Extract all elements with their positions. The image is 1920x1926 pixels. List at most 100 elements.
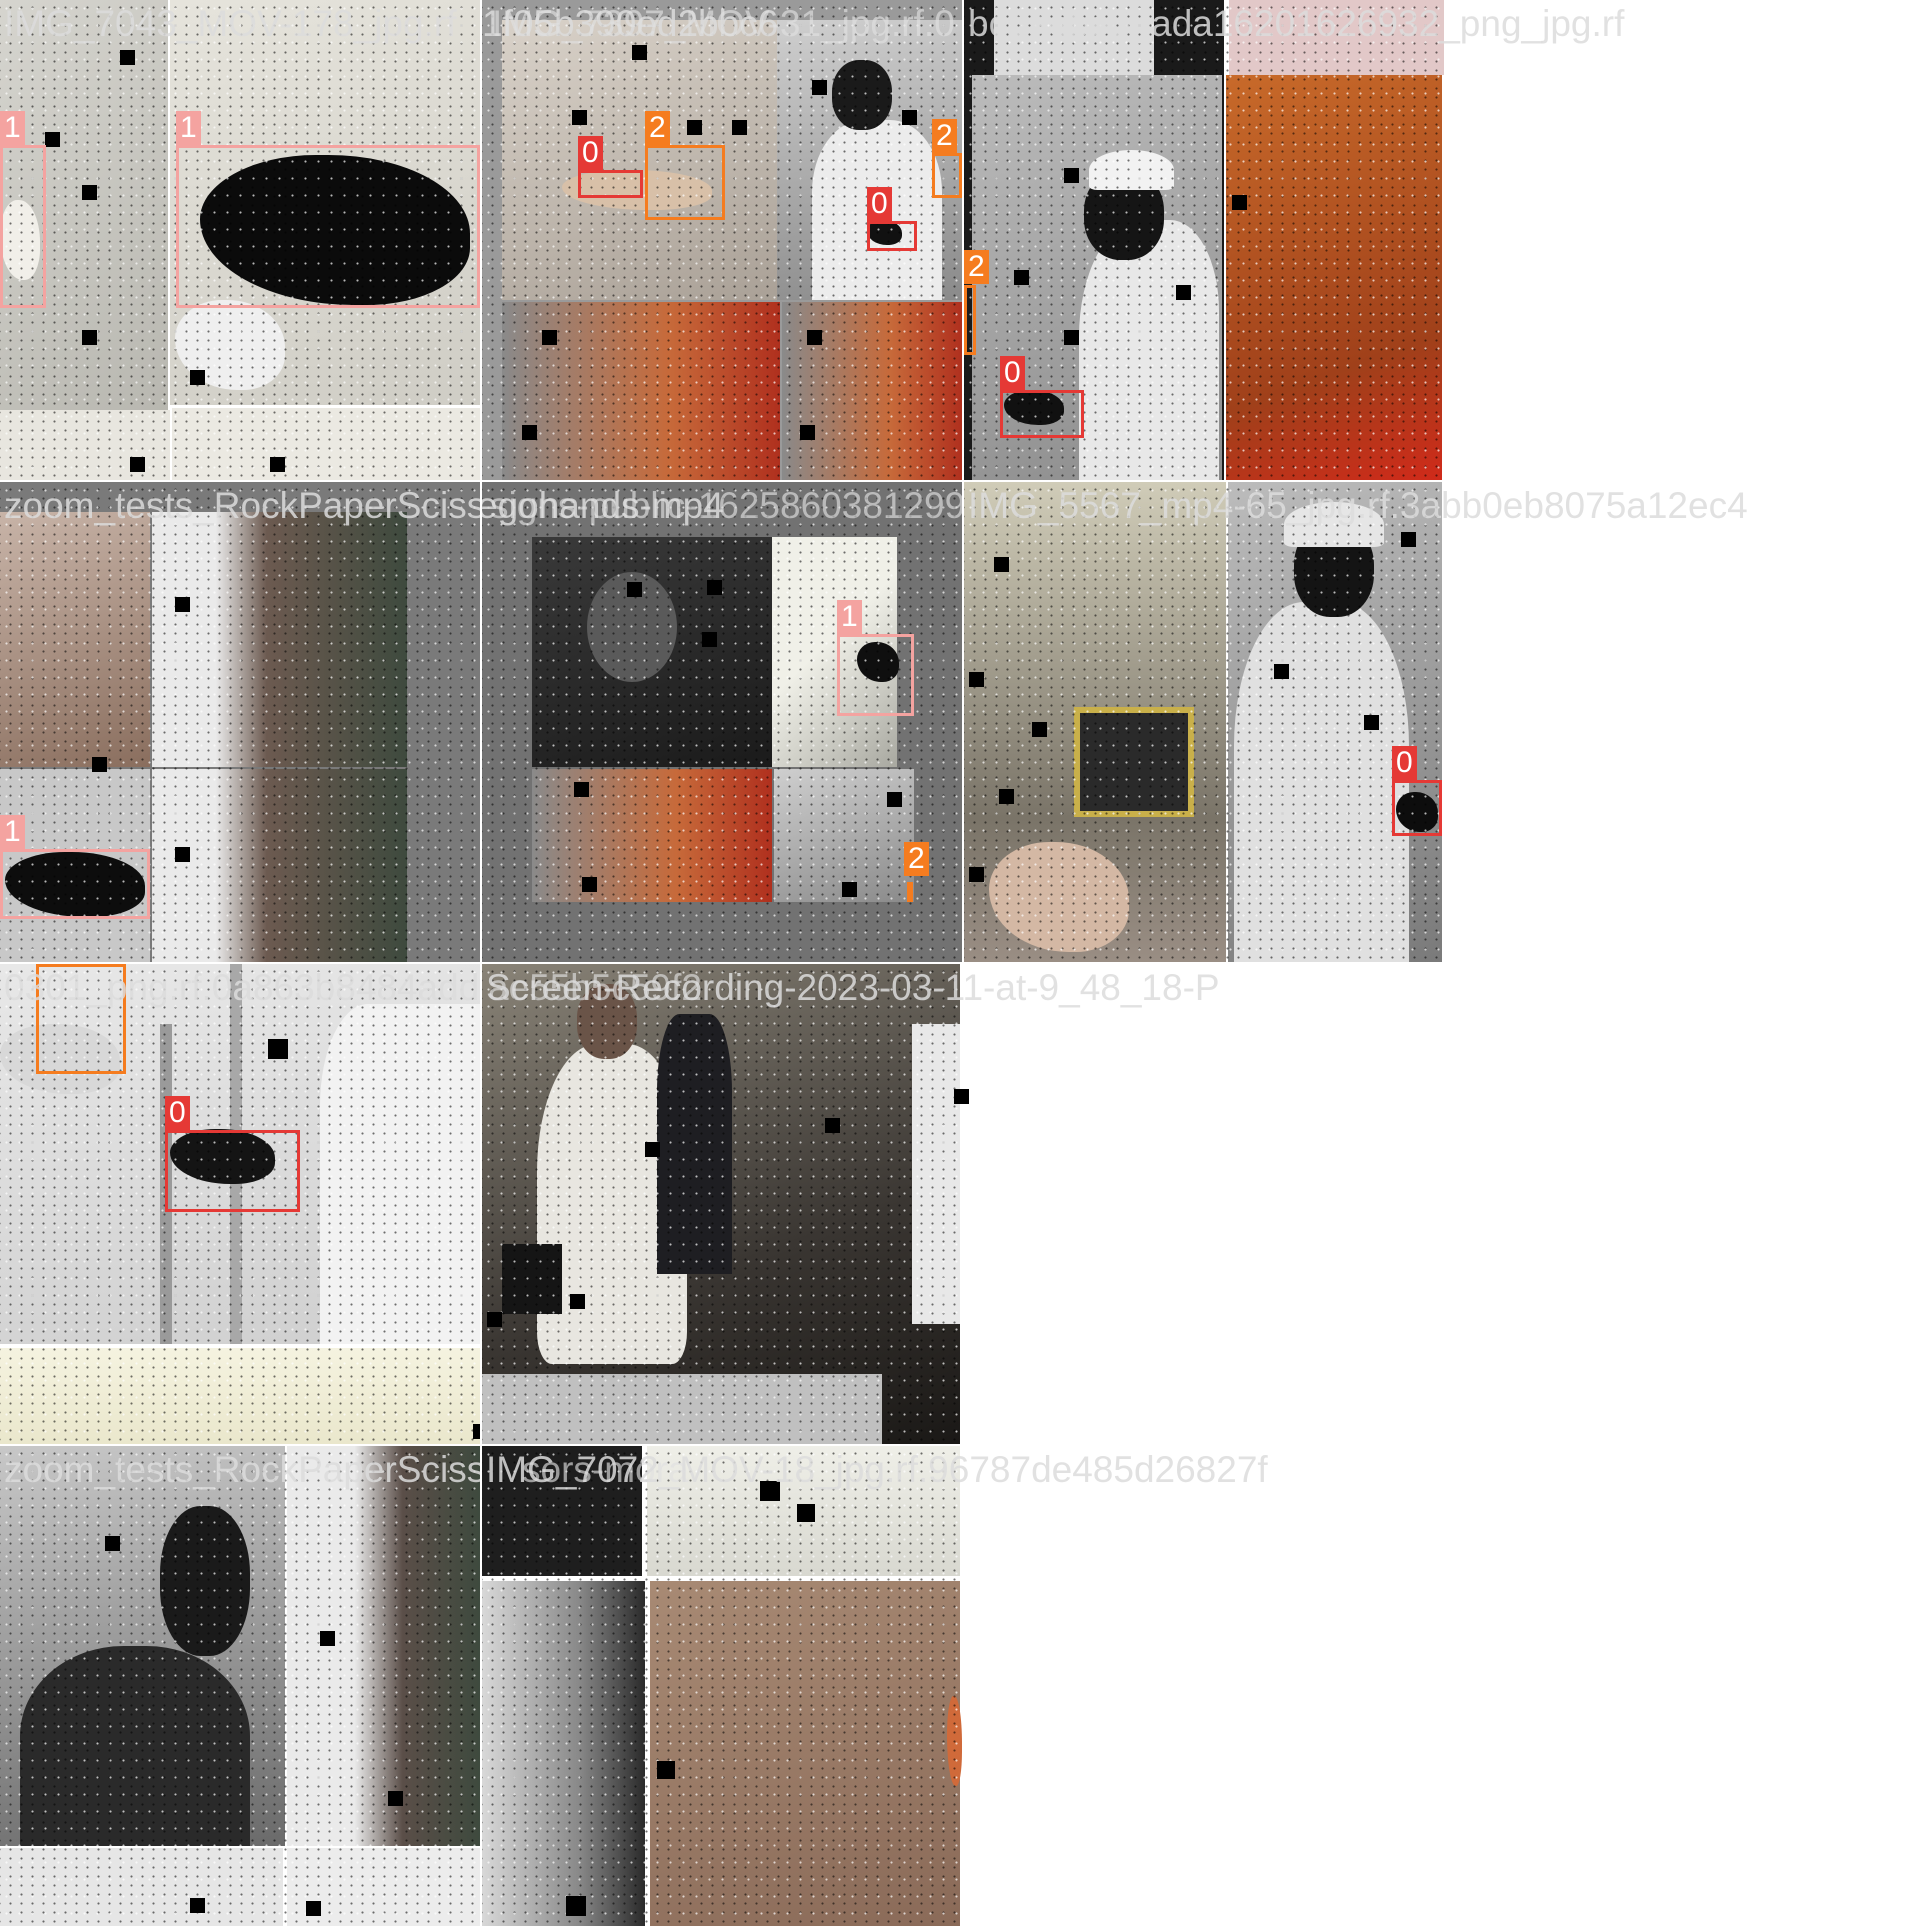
bbox-class-1 xyxy=(0,849,150,919)
filename-label: zoom_tests_RockPaperScissors xyxy=(4,1449,480,1490)
cap xyxy=(1089,150,1174,190)
bbox-label: 2 xyxy=(964,250,989,284)
cutout xyxy=(190,370,205,385)
cutout xyxy=(657,1761,675,1779)
person xyxy=(657,1014,732,1274)
filename-label: IMG_7043_MOV-178_jpg.rf xyxy=(4,3,457,44)
cutout xyxy=(627,582,642,597)
cutout xyxy=(542,330,557,345)
cutout xyxy=(190,1898,205,1913)
cutout xyxy=(1176,285,1191,300)
cutout xyxy=(574,782,589,797)
image-piece xyxy=(1226,75,1442,480)
image-piece xyxy=(782,302,962,480)
bbox-class-0 xyxy=(1000,390,1084,438)
bbox-class-2 xyxy=(907,882,913,902)
cutout xyxy=(473,1424,480,1439)
filename-label: Screen-Recording-2023-03-11-at-9_48_18-P xyxy=(486,967,1220,1008)
cutout xyxy=(702,632,717,647)
person xyxy=(1079,220,1219,480)
image-piece xyxy=(0,1848,283,1926)
cutout xyxy=(582,877,597,892)
mosaic-tile: 1 2 egohands-mp4 signs-public-1625860381… xyxy=(482,482,962,962)
cutout xyxy=(566,1896,586,1916)
cutout xyxy=(320,1631,335,1646)
mosaic-tile: 2 0 bcdaebe6_ada16201626932_png_jpg.rf xyxy=(964,0,1920,480)
filename-label: IMG_5567_mp4-65_jpg.rf.3abb0eb8075a12ec4 xyxy=(968,485,1748,526)
cutout xyxy=(1032,722,1047,737)
filename-label: IMG_7072_MOV-18_jpg.rf.96787de485d26827f xyxy=(486,1449,1268,1490)
cutout xyxy=(270,457,285,472)
image-piece xyxy=(0,1348,480,1444)
cutout xyxy=(902,110,917,125)
bbox-class-1 xyxy=(176,145,480,308)
bbox-class-2 xyxy=(964,285,976,355)
mosaic-tile: 1 zoom_tests_RockPaperScissors xyxy=(0,482,480,962)
person-head xyxy=(832,60,892,130)
cutout xyxy=(812,80,827,95)
cutout xyxy=(632,45,647,60)
bbox-label: 1 xyxy=(837,600,862,634)
cutout xyxy=(175,597,190,612)
cutout xyxy=(969,672,984,687)
mosaic-tile: ae55b5c59f2 Screen-Recording-2023-03-11-… xyxy=(482,964,1438,1444)
cutout xyxy=(1232,195,1247,210)
cutout xyxy=(388,1791,403,1806)
cutout xyxy=(130,457,145,472)
cutout xyxy=(732,120,747,135)
cutout xyxy=(999,789,1014,804)
bbox-label: 0 xyxy=(1392,746,1417,780)
bbox-label: 1 xyxy=(0,111,25,145)
person xyxy=(20,1646,250,1846)
cutout xyxy=(1014,270,1029,285)
cutout xyxy=(1364,715,1379,730)
cutout xyxy=(570,1294,585,1309)
bbox-label: 2 xyxy=(904,842,929,876)
filename-label: 0301_png.rf.0a863b8484add xyxy=(4,967,480,1008)
cutout xyxy=(82,185,97,200)
cutout xyxy=(687,120,702,135)
cutout xyxy=(800,425,815,440)
bbox-label: 0 xyxy=(1000,356,1025,390)
cutout xyxy=(120,50,135,65)
cutout xyxy=(175,847,190,862)
bbox-class-2 xyxy=(645,145,725,220)
bbox-label: 0 xyxy=(165,1096,190,1130)
image-piece xyxy=(172,408,480,480)
cutout xyxy=(954,1089,969,1104)
image-piece xyxy=(502,1244,562,1314)
bbox-class-0 xyxy=(578,170,643,198)
bbox-label: 1 xyxy=(0,815,25,849)
image-piece xyxy=(532,769,772,902)
mosaic-tile: 2 0 0301_png.rf.0a863b8484add xyxy=(0,964,480,1444)
person xyxy=(320,1004,480,1344)
cutout xyxy=(969,867,984,882)
cutout xyxy=(82,330,97,345)
cutout xyxy=(825,1118,840,1133)
cutout xyxy=(522,425,537,440)
cutout xyxy=(572,110,587,125)
image-piece xyxy=(482,1581,645,1926)
cutout xyxy=(306,1901,321,1916)
filename-label: IMG_7397_MOV-31_jpg.rf.0 xyxy=(492,3,955,44)
cutout xyxy=(842,882,857,897)
image-piece xyxy=(1074,707,1194,817)
cutout xyxy=(807,330,822,345)
cutout xyxy=(487,1312,502,1327)
mosaic-tile: sors-mora IMG_7072_MOV-18_jpg.rf.96787de… xyxy=(482,1446,1438,1926)
bbox-label: 1 xyxy=(176,111,201,145)
hand xyxy=(947,1696,962,1786)
bbox-class-0 xyxy=(1392,780,1442,836)
mosaic-tile: 0 IMG_5567_mp4-65_jpg.rf.3abb0eb8075a12e… xyxy=(964,482,1920,962)
cutout xyxy=(994,557,1009,572)
image-piece xyxy=(152,512,407,767)
cutout xyxy=(1064,168,1079,183)
bbox-label: 2 xyxy=(932,119,957,153)
image-piece xyxy=(912,1024,960,1324)
filename-label: signs-public-1625860381299_png_jpg.rf xyxy=(490,485,962,526)
cutout xyxy=(1401,532,1416,547)
cutout xyxy=(707,580,722,595)
cutout xyxy=(92,757,107,772)
image-piece xyxy=(287,1446,480,1846)
image-piece xyxy=(650,1581,960,1926)
